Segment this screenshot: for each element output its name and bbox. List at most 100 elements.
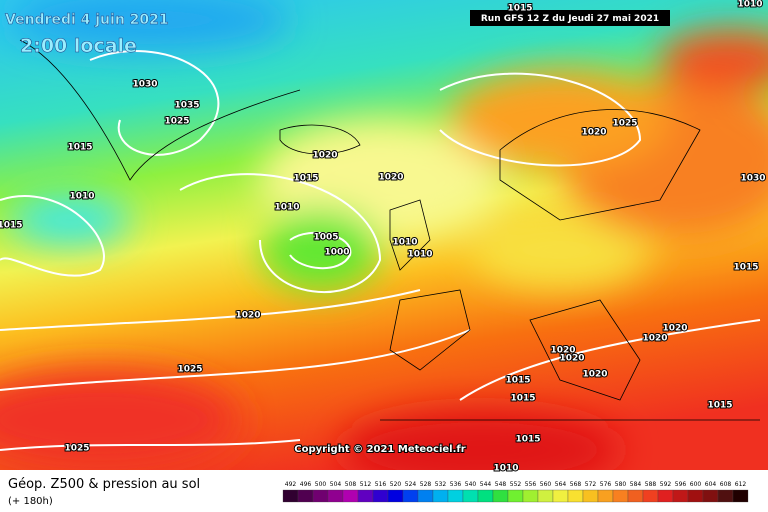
- scale-label: 492: [285, 481, 297, 488]
- isobar-label: 1015: [0, 221, 23, 231]
- scale-swatch: [522, 489, 539, 503]
- isobar-label: 1020: [312, 151, 337, 161]
- scale-label: 604: [705, 481, 717, 488]
- scale-label: 544: [480, 481, 492, 488]
- scale-label: 608: [720, 481, 732, 488]
- scale-swatch: [642, 489, 659, 503]
- scale-swatch: [462, 489, 479, 503]
- scale-label: 496: [300, 481, 312, 488]
- copyright: Copyright © 2021 Meteociel.fr: [294, 444, 465, 455]
- scale-swatch: [627, 489, 644, 503]
- isobar-label: 1020: [581, 128, 606, 138]
- scale-swatch: [537, 489, 554, 503]
- isobar-label: 1015: [67, 143, 92, 153]
- scale-label: 556: [525, 481, 537, 488]
- isobar-label: 1020: [582, 370, 607, 380]
- isobars: [0, 50, 761, 451]
- scale-label: 540: [465, 481, 477, 488]
- isobar-label: 1030: [740, 174, 765, 184]
- scale-label: 576: [600, 481, 612, 488]
- isobar-label: 1020: [642, 334, 667, 344]
- scale-label: 572: [585, 481, 597, 488]
- scale-swatch: [477, 489, 494, 503]
- isobar-label: 1020: [550, 346, 575, 356]
- scale-swatch: [402, 489, 419, 503]
- scale-label: 504: [330, 481, 342, 488]
- isobar-label: 1010: [392, 238, 417, 248]
- scale-swatch: [507, 489, 524, 503]
- scale-swatch: [312, 489, 329, 503]
- isobar-label: 1015: [733, 263, 758, 273]
- scale-swatch: [282, 489, 299, 503]
- scale-label: 552: [510, 481, 522, 488]
- isobar-label: 1015: [707, 401, 732, 411]
- scale-swatch: [567, 489, 584, 503]
- time: 2:00 locale: [20, 35, 137, 57]
- scale-label: 508: [345, 481, 357, 488]
- scale-swatch: [657, 489, 674, 503]
- scale-swatch: [552, 489, 569, 503]
- scale-swatch: [417, 489, 434, 503]
- isobar-label: 1010: [493, 464, 518, 474]
- isobar-label: 1015: [507, 4, 532, 14]
- date: Vendredi 4 juin 2021: [5, 12, 169, 28]
- scale-label: 588: [645, 481, 657, 488]
- scale-swatch: [387, 489, 404, 503]
- scale-label: 592: [660, 481, 672, 488]
- footer-title: Géop. Z500 & pression au sol: [8, 477, 200, 492]
- isobar-label: 1020: [559, 354, 584, 364]
- scale-label: 528: [420, 481, 432, 488]
- scale-swatch: [702, 489, 719, 503]
- coastlines: [19, 39, 760, 421]
- scale-label: 600: [690, 481, 702, 488]
- scale-swatch: [672, 489, 689, 503]
- scale-swatch: [687, 489, 704, 503]
- isobar-label: 1020: [235, 311, 260, 321]
- scale-swatch: [732, 489, 749, 503]
- scale-label: 560: [540, 481, 552, 488]
- run-box: [470, 10, 670, 26]
- scale-label: 500: [315, 481, 327, 488]
- scale-swatch: [597, 489, 614, 503]
- scale-swatch: [297, 489, 314, 503]
- scale-label: 580: [615, 481, 627, 488]
- isobar-label: 1035: [174, 101, 199, 111]
- isobar-label: 1015: [505, 376, 530, 386]
- run: Run GFS 12 Z du Jeudi 27 mai 2021: [481, 14, 659, 24]
- scale-label: 568: [570, 481, 582, 488]
- scale-label: 520: [390, 481, 402, 488]
- scale-swatch: [582, 489, 599, 503]
- isobar-label: 1015: [293, 174, 318, 184]
- isobar-label: 1010: [737, 0, 762, 10]
- scale-label: 564: [555, 481, 567, 488]
- isobar-label: 1020: [378, 173, 403, 183]
- scale-swatch: [447, 489, 464, 503]
- isobar-label: 1005: [313, 233, 338, 243]
- scale-label: 512: [360, 481, 372, 488]
- isobar-label: 1025: [64, 444, 89, 454]
- isobar-label: 1010: [274, 203, 299, 213]
- isobar-label: 1015: [510, 394, 535, 404]
- isobar-label: 1010: [69, 192, 94, 202]
- scale-label: 548: [495, 481, 507, 488]
- scale-swatch: [432, 489, 449, 503]
- scale-swatch: [492, 489, 509, 503]
- scale-swatch: [357, 489, 374, 503]
- scale-swatch: [717, 489, 734, 503]
- scale-label: 536: [450, 481, 462, 488]
- field-blobs: [0, 0, 768, 490]
- isobar-label: 1010: [407, 250, 432, 260]
- isobar-label: 1015: [515, 435, 540, 445]
- scale-swatch: [612, 489, 629, 503]
- scale-swatch: [342, 489, 359, 503]
- isobar-label: 1000: [324, 248, 349, 258]
- scale-label: 524: [405, 481, 417, 488]
- isobar-label: 1025: [612, 119, 637, 129]
- scale-swatch: [372, 489, 389, 503]
- isobar-label: 1025: [164, 117, 189, 127]
- scale-label: 584: [630, 481, 642, 488]
- isobar-label: 1030: [132, 80, 157, 90]
- scale-label: 532: [435, 481, 447, 488]
